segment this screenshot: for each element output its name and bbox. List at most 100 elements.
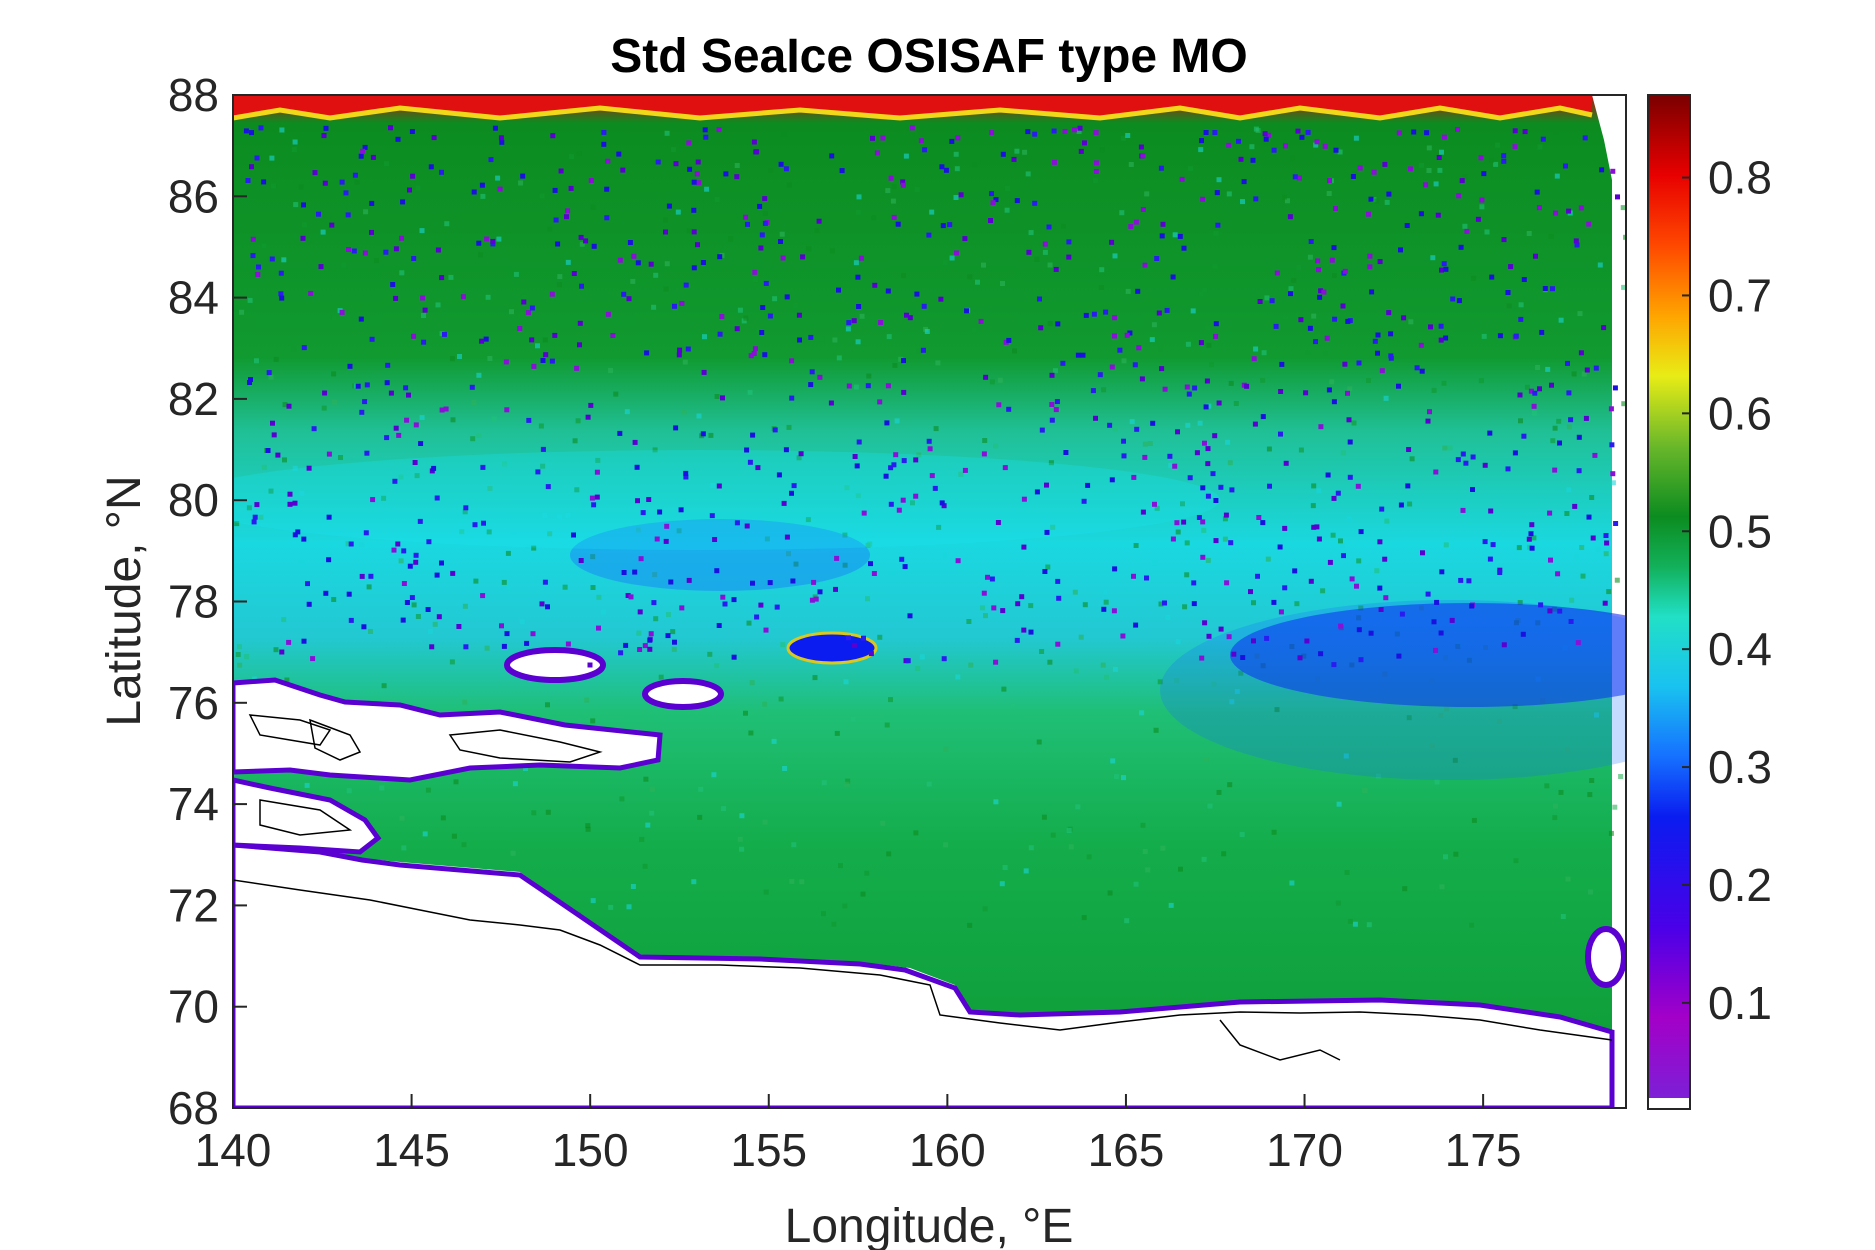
speckle-point (1450, 296, 1456, 302)
noise-pixel (670, 629, 676, 635)
noise-pixel (1047, 262, 1053, 268)
noise-pixel (686, 228, 692, 234)
speckle-point (1179, 176, 1185, 182)
speckle-point (1158, 165, 1164, 171)
speckle-point (269, 256, 275, 262)
noise-pixel (914, 187, 920, 192)
speckle-point (1075, 352, 1081, 358)
noise-pixel (518, 180, 524, 186)
noise-pixel (1374, 198, 1380, 204)
noise-pixel (1462, 174, 1468, 180)
noise-pixel (1002, 865, 1008, 870)
speckle-point (720, 594, 726, 600)
speckle-point (1082, 140, 1087, 146)
speckle-point (1497, 570, 1503, 575)
speckle-point (1602, 600, 1608, 606)
noise-pixel (850, 716, 856, 722)
speckle-point (632, 439, 638, 445)
noise-pixel (1407, 501, 1413, 507)
noise-pixel (1580, 573, 1586, 579)
speckle-point (683, 282, 689, 288)
noise-pixel (505, 550, 511, 556)
noise-pixel (707, 651, 713, 657)
speckle-point (407, 187, 412, 193)
noise-pixel (958, 471, 964, 477)
speckle-point (695, 159, 701, 165)
noise-pixel (1512, 704, 1518, 710)
noise-pixel (1307, 254, 1313, 260)
speckle-point (904, 312, 909, 318)
x-tick-label: 165 (1088, 1124, 1165, 1176)
speckle-point (429, 644, 435, 650)
speckle-point (1613, 521, 1619, 526)
noise-pixel (484, 645, 490, 651)
noise-pixel (1550, 438, 1556, 444)
speckle-point (1248, 589, 1253, 595)
speckle-point (683, 470, 689, 476)
speckle-point (1388, 331, 1394, 337)
noise-pixel (1564, 747, 1570, 753)
noise-pixel (542, 512, 548, 518)
noise-pixel (1073, 668, 1079, 674)
noise-pixel (1478, 378, 1484, 384)
noise-pixel (793, 561, 799, 567)
noise-pixel (762, 819, 768, 825)
speckle-point (604, 215, 610, 221)
speckle-point (434, 572, 440, 578)
speckle-point (412, 460, 418, 465)
speckle-point (1396, 653, 1402, 659)
noise-pixel (1311, 313, 1317, 319)
speckle-point (359, 573, 365, 579)
speckle-point (1574, 242, 1580, 248)
noise-pixel (1101, 387, 1107, 393)
noise-pixel (981, 262, 986, 268)
speckle-point (1439, 569, 1445, 575)
speckle-point (1557, 608, 1563, 614)
noise-pixel (345, 541, 351, 547)
noise-pixel (531, 810, 537, 816)
noise-pixel (1251, 600, 1256, 606)
speckle-point (471, 189, 477, 195)
speckle-point (1044, 482, 1049, 488)
speckle-point (410, 173, 416, 179)
speckle-point (663, 229, 668, 235)
speckle-point (1518, 316, 1524, 322)
noise-pixel (565, 259, 571, 265)
noise-pixel (1034, 256, 1040, 262)
speckle-point (476, 240, 482, 246)
speckle-point (717, 331, 723, 337)
noise-pixel (999, 881, 1005, 887)
noise-pixel (1620, 205, 1626, 211)
noise-pixel (806, 246, 812, 252)
noise-pixel (415, 614, 421, 619)
noise-pixel (743, 315, 749, 321)
noise-pixel (1042, 249, 1048, 255)
speckle-point (343, 190, 349, 196)
island-jeannette (642, 678, 724, 710)
speckle-point (1424, 130, 1430, 136)
speckle-point (1538, 602, 1544, 608)
speckle-point (1083, 312, 1089, 318)
speckle-point (909, 125, 915, 131)
noise-pixel (871, 215, 877, 221)
noise-pixel (470, 436, 476, 442)
speckle-point (504, 631, 510, 637)
noise-pixel (1329, 379, 1335, 385)
speckle-point (278, 270, 284, 276)
speckle-point (664, 523, 670, 529)
noise-pixel (626, 904, 632, 910)
noise-pixel (1047, 321, 1053, 327)
speckle-point (618, 650, 624, 656)
noise-pixel (373, 257, 379, 263)
speckle-point (679, 605, 685, 611)
speckle-point (616, 151, 622, 157)
speckle-point (404, 600, 410, 605)
speckle-point (558, 168, 564, 174)
noise-pixel (1110, 758, 1116, 764)
noise-pixel (595, 457, 601, 463)
speckle-point (762, 196, 768, 202)
speckle-point (1218, 626, 1224, 632)
speckle-point (893, 452, 899, 458)
speckle-point (1055, 641, 1061, 647)
speckle-point (861, 510, 867, 516)
